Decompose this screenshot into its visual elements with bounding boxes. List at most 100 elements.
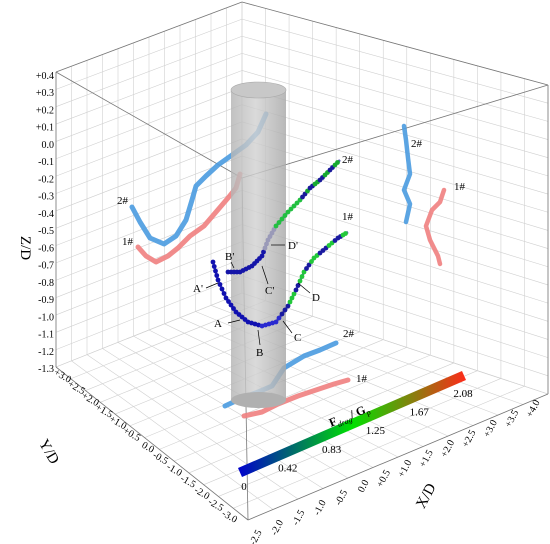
traj-main-1-point: [228, 302, 234, 308]
y-axis-title: Y/D: [35, 437, 62, 468]
traj-label-left-1: 1#: [122, 236, 134, 248]
traj-label-main-1: 1#: [342, 211, 354, 223]
traj-main-1-point: [291, 291, 297, 297]
traj-main-2-point: [261, 249, 266, 255]
colorbar-band: [238, 371, 466, 477]
colorbar-tick-label: 2.08: [453, 388, 473, 400]
z-tick-label: -1.3: [38, 364, 54, 375]
x-tick-label: -1.0: [312, 498, 329, 517]
traj-main-1-point: [287, 299, 293, 305]
traj-main-2-point: [294, 200, 300, 206]
x-tick-label: -2.0: [269, 518, 286, 537]
traj-main-1-point: [343, 231, 348, 236]
y-tick-label: -1.0: [164, 461, 183, 478]
annot-d: D: [312, 292, 320, 304]
x-tick-label: -1.5: [290, 508, 307, 527]
traj-main-1-point: [273, 319, 279, 325]
x-tick-label: +4.0: [524, 398, 542, 419]
traj-main-1-point: [301, 269, 307, 275]
traj-main-1-point: [226, 299, 231, 304]
annot-b-prime: B': [225, 251, 234, 263]
z-tick-label: -0.3: [38, 192, 54, 203]
traj-main-1-point: [214, 273, 220, 278]
z-tick-label: -0.4: [38, 209, 54, 220]
annot-d-prime: D': [288, 240, 298, 252]
z-tick-label: -1.1: [38, 330, 54, 341]
point-annotations: A' B' C' D' A B C D: [193, 240, 320, 359]
trajectory-labels: 2# 1# 2# 1# 2# 1# 2# 1#: [117, 138, 466, 385]
x-tick-label: -0.5: [333, 488, 350, 507]
traj-main-2-point: [271, 227, 277, 232]
cylinder-top: [230, 81, 287, 99]
traj-main-1-point: [211, 264, 217, 269]
y-tick-label: -0.5: [151, 450, 170, 467]
z-tick-label: -1.0: [38, 312, 54, 323]
z-tick-label: 0.0: [42, 140, 55, 151]
colorbar: 00.420.831.251.672.08 Fdrag/ Gp: [238, 371, 473, 493]
x-tick-label: +2.5: [460, 428, 478, 449]
main-trajectories: [210, 159, 349, 329]
x-tick-label: -2.5: [247, 528, 264, 544]
z-tick-label: -0.6: [38, 243, 54, 254]
x-tick-label: +1.0: [396, 458, 414, 479]
x-tick-label: +3.0: [482, 418, 500, 439]
traj-main-2-point: [279, 216, 285, 222]
traj-main-1-point: [289, 295, 295, 301]
annot-b: B: [256, 347, 263, 359]
traj-main-2-point: [273, 223, 279, 229]
colorbar-tick-labels: 0 0.42 0.83 1.25 1.67 2.08: [241, 388, 473, 493]
traj-main-1-point: [309, 259, 314, 264]
proj-floor-1: [241, 377, 351, 419]
proj-left-1: [135, 171, 243, 265]
x-tick-labels: -2.5-2.0-1.5-1.0-0.50.0 +0.5 +1.0 +1.5 +2.0 +…: [247, 398, 542, 544]
x-tick-label: 0.0: [356, 478, 372, 494]
traj-main-1-point: [276, 315, 282, 321]
traj-main-1-point: [231, 306, 236, 311]
colorbar-tick-label: 0.83: [322, 444, 342, 456]
y-tick-labels: +3.0+2.5+2.0+1.5+1.0+0.50.0-0.5-1.0-1.5-…: [52, 367, 239, 526]
traj-main-2-point: [269, 230, 275, 236]
annot-c-prime: C': [265, 285, 274, 297]
y-tick-label: 0.0: [140, 440, 156, 456]
traj-main-1-point: [219, 286, 225, 292]
traj-main-1-point: [213, 268, 218, 274]
z-tick-label: +0.1: [36, 123, 54, 134]
traj-main-2-point: [282, 213, 288, 218]
y-tick-label: -2.0: [192, 485, 211, 502]
z-tick-label: -0.9: [38, 295, 54, 306]
colorbar-tick-label: 1.67: [410, 407, 430, 419]
traj-main-1-point: [299, 274, 305, 279]
traj-main-1-point: [223, 295, 229, 301]
traj-main-2-point: [276, 220, 282, 225]
z-tick-label: -0.5: [38, 226, 54, 237]
colorbar-title-sub2: p: [365, 408, 372, 418]
proj-right-2: [401, 123, 413, 225]
z-tick-label: -0.7: [38, 261, 54, 272]
annot-a-prime: A': [193, 283, 203, 295]
x-axis-title: X/D: [413, 481, 439, 511]
proj-right-1: [423, 187, 447, 267]
traj-main-1-point: [217, 282, 223, 287]
traj-label-right-1: 1#: [454, 181, 466, 193]
traj-main-2-point: [265, 237, 271, 243]
z-tick-label: +0.3: [36, 88, 54, 99]
z-tick-labels: +0.4 +0.3 +0.2 +0.1 0.0 -0.1 -0.2 -0.3 -0.4 -0.5 -…: [36, 71, 54, 375]
colorbar-tick-label: 1.25: [366, 425, 386, 437]
x-tick-label: +2.0: [439, 438, 457, 459]
traj-main-1-point: [221, 291, 227, 296]
z-tick-label: -1.2: [38, 347, 54, 358]
traj-main-1-point: [282, 307, 288, 313]
traj-label-main-2: 2#: [342, 154, 354, 166]
x-tick-label: +0.5: [375, 468, 393, 489]
colorbar-tick-label: 0.42: [278, 462, 297, 474]
traj-main-2-point: [291, 203, 297, 209]
annot-a: A: [214, 318, 222, 330]
z-tick-label: -0.8: [38, 278, 54, 289]
traj-main-1-point: [304, 266, 309, 271]
traj-main-1-point: [210, 259, 216, 265]
colorbar-tick-label: 0: [241, 481, 247, 493]
traj-main-1-point: [297, 278, 303, 284]
traj-main-2-point: [259, 253, 265, 259]
z-tick-label: +0.4: [36, 71, 54, 82]
